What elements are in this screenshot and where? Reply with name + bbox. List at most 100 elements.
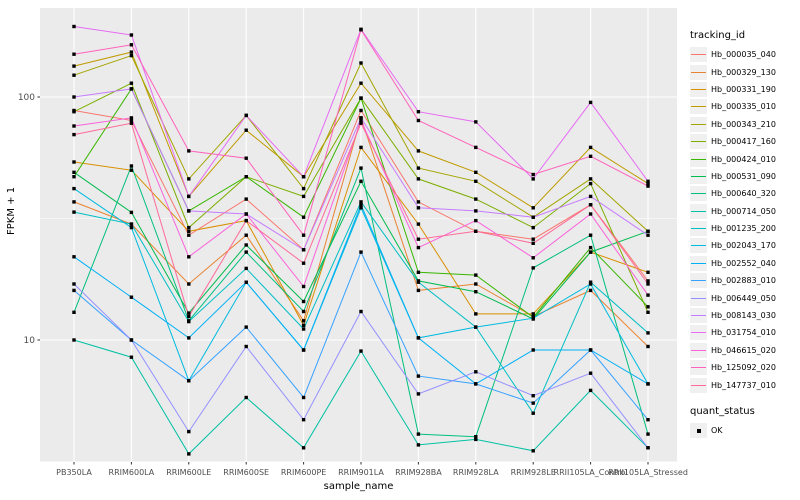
data-point xyxy=(301,299,306,304)
x-axis-title: sample_name xyxy=(323,481,394,492)
legend-entry-Hb_008143_030: Hb_008143_030 xyxy=(690,307,798,324)
legend-entry-Hb_000335_010: Hb_000335_010 xyxy=(690,98,798,115)
data-point xyxy=(588,233,593,237)
legend-entry-Hb_125092_020: Hb_125092_020 xyxy=(690,359,798,376)
data-point xyxy=(187,209,191,213)
data-point xyxy=(416,149,421,153)
data-point xyxy=(359,200,363,204)
data-point xyxy=(531,449,535,453)
data-point xyxy=(359,61,363,65)
legend-key-box xyxy=(690,290,707,306)
series-color-swatch xyxy=(691,332,706,334)
x-tick-label: RRIM901LA xyxy=(338,468,384,477)
data-point xyxy=(588,282,593,286)
legend-title-quant-status: quant_status xyxy=(690,405,755,417)
legend-entry-Hb_002552_040: Hb_002552_040 xyxy=(690,255,798,272)
data-point xyxy=(187,452,191,456)
data-point xyxy=(531,172,535,177)
data-point xyxy=(531,256,535,260)
data-point xyxy=(588,177,593,181)
data-point xyxy=(244,156,248,160)
series-color-swatch xyxy=(691,193,706,195)
legend-label: Hb_006449_050 xyxy=(711,293,776,303)
data-point xyxy=(359,81,363,85)
data-point xyxy=(416,432,421,436)
data-point xyxy=(72,73,76,77)
data-point xyxy=(416,177,421,181)
data-point xyxy=(416,392,421,396)
data-point xyxy=(646,184,650,188)
legend: tracking_id Hb_000035_040 Hb_000329_130 Hb… xyxy=(690,30,798,439)
data-point xyxy=(646,270,650,274)
legend-key-box xyxy=(690,116,707,132)
data-point xyxy=(416,288,421,293)
data-point xyxy=(187,336,191,340)
data-point xyxy=(588,194,593,199)
legend-entry-Hb_000331_190: Hb_000331_190 xyxy=(690,81,798,98)
series-color-swatch xyxy=(691,54,706,56)
data-point xyxy=(129,81,134,85)
series-color-swatch xyxy=(691,123,706,125)
data-point xyxy=(474,435,478,439)
data-point xyxy=(301,233,306,237)
data-point xyxy=(72,210,76,214)
data-point xyxy=(646,344,650,349)
data-point xyxy=(187,379,191,383)
y-axis-title: FPKM + 1 xyxy=(6,186,17,235)
data-point xyxy=(531,316,535,320)
legend-key-box xyxy=(690,221,707,237)
data-point xyxy=(72,288,76,293)
data-point xyxy=(72,175,76,179)
data-point xyxy=(244,113,248,118)
data-point xyxy=(244,233,248,237)
data-point xyxy=(129,210,134,215)
x-tick-label: RRIM600LE xyxy=(166,468,211,477)
legend-label: Hb_031754_010 xyxy=(711,328,776,338)
data-point xyxy=(416,443,421,447)
data-point xyxy=(588,154,593,158)
data-point xyxy=(474,229,478,233)
data-point xyxy=(244,280,248,284)
legend-label: Hb_000640_320 xyxy=(711,189,776,199)
legend-entry-Hb_046615_020: Hb_046615_020 xyxy=(690,342,798,359)
legend-entry-Hb_000343_210: Hb_000343_210 xyxy=(690,116,798,133)
data-point xyxy=(646,279,650,283)
x-tick-label: RRII105LA_Control xyxy=(554,468,628,477)
legend-key-box xyxy=(690,186,707,202)
series-color-swatch xyxy=(691,175,706,177)
data-point xyxy=(244,218,248,223)
data-point xyxy=(244,197,248,201)
series-color-swatch xyxy=(691,349,706,351)
data-point xyxy=(531,237,535,241)
data-point xyxy=(72,124,76,128)
data-point xyxy=(474,325,478,329)
data-point xyxy=(72,132,76,137)
data-point xyxy=(72,186,76,191)
data-point xyxy=(588,181,593,186)
data-point xyxy=(359,166,363,170)
legend-label: Hb_002552_040 xyxy=(711,258,776,268)
series-color-swatch xyxy=(691,280,706,282)
data-point xyxy=(359,309,363,314)
data-point xyxy=(588,203,593,207)
legend-key-box xyxy=(690,168,707,184)
data-point xyxy=(72,310,76,314)
data-point xyxy=(244,395,248,400)
series-color-swatch xyxy=(691,106,706,108)
data-point xyxy=(72,170,76,174)
data-point xyxy=(129,168,134,172)
y-tick-label: 10 xyxy=(24,336,36,346)
data-point xyxy=(474,273,478,277)
data-point xyxy=(416,374,421,378)
legend-key-box xyxy=(690,342,707,358)
data-point xyxy=(72,64,76,68)
data-point xyxy=(301,309,306,314)
legend-entry-Hb_002883_010: Hb_002883_010 xyxy=(690,272,798,289)
data-point xyxy=(416,237,421,241)
data-point xyxy=(646,229,650,233)
data-point xyxy=(244,266,248,271)
data-point xyxy=(416,270,421,274)
legend-label-ok: OK xyxy=(711,426,723,435)
data-point xyxy=(416,336,421,340)
